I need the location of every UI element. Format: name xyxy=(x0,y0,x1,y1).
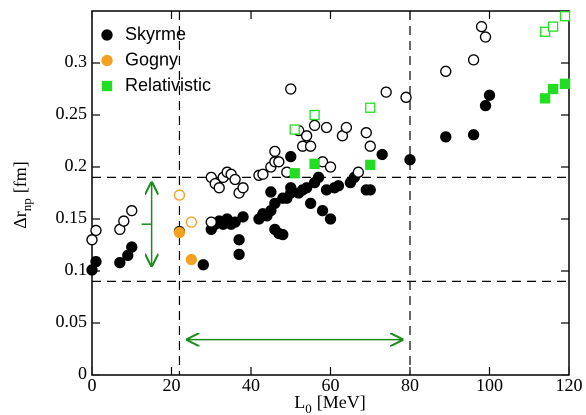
y-tick-label: 0.15 xyxy=(56,207,88,227)
x-tick-label: 100 xyxy=(476,375,503,395)
circle-point xyxy=(285,150,297,163)
square-point xyxy=(547,83,559,95)
circle-point xyxy=(101,29,113,41)
circle-point xyxy=(479,99,492,112)
legend-label: Relativistic xyxy=(125,75,211,95)
circle-point xyxy=(360,127,372,139)
x-tick-label: 60 xyxy=(322,375,340,395)
circle-point xyxy=(400,91,412,103)
circle-point xyxy=(90,224,102,237)
x-label-unit: [MeV] xyxy=(317,392,366,412)
legend-label: Skyrme xyxy=(125,24,186,44)
circle-point xyxy=(380,86,392,98)
circle-point xyxy=(364,140,376,152)
circle-point xyxy=(364,184,376,196)
square-point xyxy=(309,158,320,170)
circle-point xyxy=(308,119,321,132)
y-label-unit: [fm] xyxy=(10,161,30,193)
circle-point xyxy=(126,241,138,253)
circle-point xyxy=(285,182,297,194)
x-label-sub: 0 xyxy=(305,401,312,415)
y-label-sub: np xyxy=(19,198,34,211)
circle-point xyxy=(479,31,492,43)
y-tick-label: 0.1 xyxy=(65,259,88,279)
circle-point xyxy=(277,228,289,241)
circle-point xyxy=(376,148,388,161)
legend-label: Gogny xyxy=(125,49,178,69)
circle-point xyxy=(440,65,452,77)
y-label-main: Δr xyxy=(10,211,30,229)
square-point xyxy=(365,102,376,113)
circle-point xyxy=(229,216,241,228)
y-tick-label: 0.3 xyxy=(65,51,88,71)
circle-point xyxy=(90,255,102,268)
circle-point xyxy=(316,205,329,217)
square-point xyxy=(365,159,376,171)
x-axis-label: L0 [MeV] xyxy=(294,392,365,415)
square-point xyxy=(309,109,320,121)
circle-point xyxy=(213,182,225,194)
circle-point xyxy=(185,216,198,228)
circle-point xyxy=(233,234,245,246)
square-point xyxy=(559,11,571,22)
circle-point xyxy=(467,54,480,66)
circle-point xyxy=(467,129,480,141)
circle-point xyxy=(404,154,416,166)
circle-point xyxy=(273,156,285,168)
circle-point xyxy=(300,182,313,194)
circle-point xyxy=(320,121,333,134)
x-label-main: L xyxy=(294,392,305,412)
square-point xyxy=(559,78,571,89)
circle-point xyxy=(86,234,98,246)
circle-point xyxy=(229,173,241,186)
x-tick-label: 20 xyxy=(163,375,181,395)
circle-point xyxy=(173,226,186,239)
circle-point xyxy=(233,248,245,261)
circle-point xyxy=(197,259,209,271)
circle-point xyxy=(118,215,130,227)
y-tick-label: 0.25 xyxy=(56,103,88,123)
circle-point xyxy=(257,168,269,180)
x-tick-label: 40 xyxy=(242,375,260,395)
square-point xyxy=(540,93,551,104)
circle-point xyxy=(269,145,281,158)
circle-point xyxy=(304,197,317,210)
circle-point xyxy=(126,205,138,217)
square-point xyxy=(101,80,113,92)
y-tick-label: 0.2 xyxy=(65,155,88,175)
circle-point xyxy=(237,211,249,223)
square-point xyxy=(547,21,559,32)
circle-point xyxy=(173,189,186,201)
circle-point xyxy=(340,121,353,134)
x-tick-label: 80 xyxy=(401,375,419,395)
circle-point xyxy=(265,186,277,198)
circle-point xyxy=(312,171,325,184)
circle-point xyxy=(237,182,249,194)
circle-point xyxy=(332,180,345,192)
circle-point xyxy=(304,140,317,152)
circle-point xyxy=(285,83,297,95)
y-axis-label: Δrnp [fm] xyxy=(10,161,34,229)
circle-point xyxy=(352,166,364,178)
y-tick-label: 0.05 xyxy=(56,311,88,331)
square-point xyxy=(540,26,551,37)
circle-point xyxy=(324,161,337,173)
square-point xyxy=(289,124,300,135)
circle-point xyxy=(324,213,337,225)
circle-point xyxy=(101,54,113,67)
square-point xyxy=(289,168,300,179)
circle-point xyxy=(300,130,313,142)
circle-point xyxy=(475,20,488,33)
circle-point xyxy=(440,131,452,143)
circle-point xyxy=(205,216,217,228)
x-tick-label: 120 xyxy=(556,375,583,395)
circle-point xyxy=(269,197,281,210)
circle-point xyxy=(185,253,198,266)
circle-point xyxy=(114,257,126,269)
circle-point xyxy=(483,89,496,101)
x-tick-label: 0 xyxy=(88,375,97,395)
y-tick-label: 0 xyxy=(78,363,87,383)
